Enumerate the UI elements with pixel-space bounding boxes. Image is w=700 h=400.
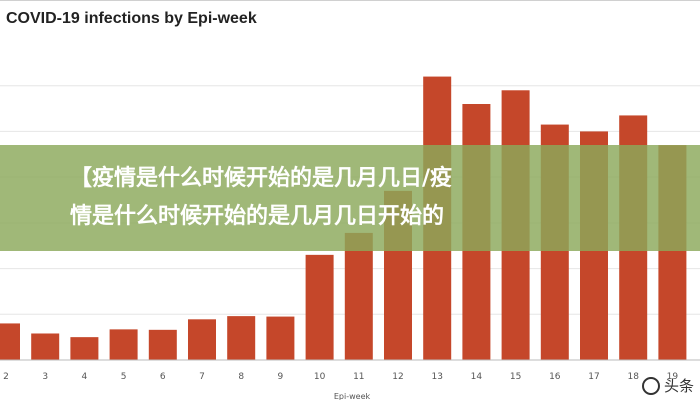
x-tick-label: 19 (667, 372, 679, 382)
x-tick-label: 13 (431, 372, 442, 382)
bar-week-3 (31, 333, 60, 360)
bar-week-5 (109, 329, 138, 360)
bar-week-9 (266, 316, 295, 360)
bar-week-11 (344, 232, 373, 360)
x-tick-label: 2 (3, 372, 9, 382)
x-tick-label: 7 (199, 372, 205, 382)
bar-week-2 (0, 323, 20, 360)
watermark-logo-icon (641, 376, 660, 395)
x-tick-label: 18 (627, 372, 639, 382)
x-tick-label: 3 (42, 372, 48, 382)
x-tick-label: 15 (510, 372, 521, 382)
bar-week-6 (148, 329, 177, 360)
headline-line-2: 情是什么时候开始的是几月几日开始的 (70, 204, 445, 229)
x-tick-label: 9 (278, 372, 284, 382)
bar-week-8 (227, 316, 256, 360)
x-tick-label: 17 (588, 372, 599, 382)
bar-week-7 (188, 319, 216, 360)
x-tick-label: 14 (471, 372, 483, 382)
bar-week-4 (70, 337, 99, 360)
chart-title: COVID-19 infections by Epi-week (6, 10, 257, 27)
x-tick-label: 16 (549, 372, 561, 382)
x-tick-label: 12 (392, 372, 403, 382)
watermark: 头条 (641, 375, 694, 396)
headline-line-1: 【疫情是什么时候开始的是几月几日/疫 (70, 166, 453, 191)
headline-banner: 【疫情是什么时候开始的是几月几日/疫 情是什么时候开始的是几月几日开始的 (0, 145, 700, 251)
x-tick-labels: 2 3 4 5 6 7 8 9 10 11 12 13 14 15 16 17 18 19 (3, 372, 678, 382)
x-tick-label: 4 (82, 372, 88, 382)
bar-week-10 (305, 254, 334, 360)
x-tick-label: 11 (353, 372, 364, 382)
x-tick-label: 10 (314, 372, 326, 382)
x-tick-label: 8 (238, 372, 244, 382)
x-axis-label: Epi-week (334, 392, 371, 400)
watermark-text: 头条 (663, 377, 694, 395)
x-tick-label: 6 (160, 372, 166, 382)
x-tick-label: 5 (121, 372, 127, 382)
